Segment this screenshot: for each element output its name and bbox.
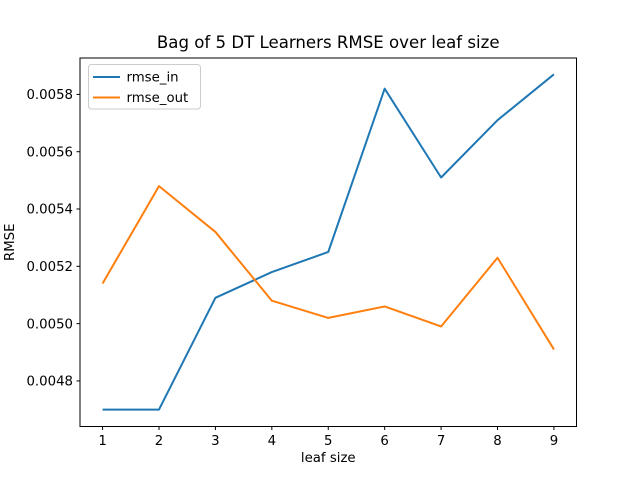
y-tick-label: 0.0058 [26,88,73,103]
legend: rmse_in rmse_out [88,64,201,110]
plot-area-border [79,57,577,427]
series-line-rmse_out [101,185,555,350]
x-tick-label: 8 [493,434,501,449]
x-tick-label: 7 [437,434,445,449]
y-tick-label: 0.0054 [26,203,73,218]
legend-label: rmse_out [127,91,189,106]
x-tick-label: 9 [550,434,558,449]
y-tick-label: 0.0056 [26,145,73,160]
x-tick-label: 1 [98,434,106,449]
x-tick-label: 5 [324,434,332,449]
chart-title: Bag of 5 DT Learners RMSE over leaf size [157,33,500,52]
y-tick-label: 0.0052 [26,260,73,275]
x-tick-label: 4 [268,434,276,449]
x-tick-label: 2 [155,434,163,449]
x-tick-label: 3 [211,434,219,449]
series-line-rmse_in [102,73,555,411]
legend-label: rmse_in [127,71,179,86]
y-axis-label: RMSE [3,223,18,261]
x-tick-label: 6 [380,434,388,449]
x-axis-label: leaf size [301,451,356,466]
y-tick-label: 0.0048 [26,375,73,390]
y-tick-label: 0.0050 [26,317,73,332]
